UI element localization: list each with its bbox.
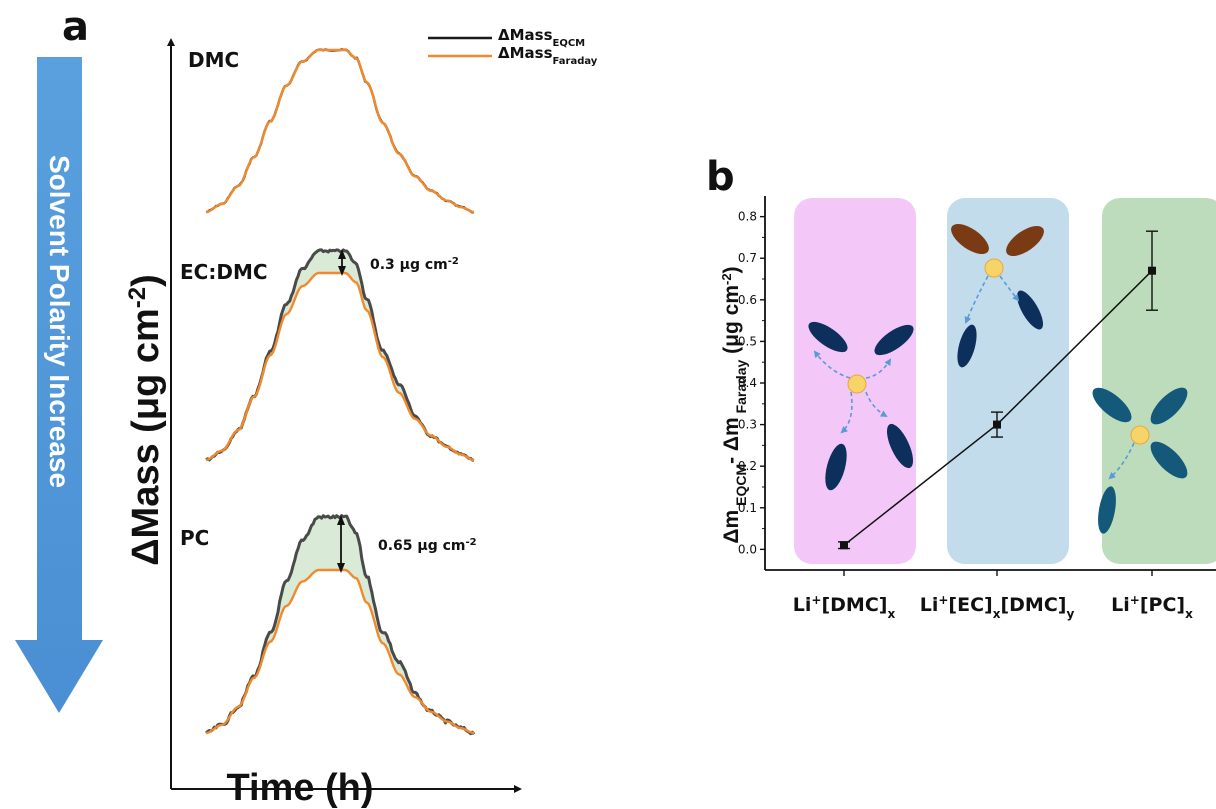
- subplot-pc: PC 0.65 μg cm-2: [180, 514, 477, 736]
- panel-a-plots: DMC EC:DMC 0.3 μg cm-2 PC 0.65 μg cm-2: [180, 48, 477, 736]
- data-point: [1148, 266, 1156, 275]
- data-point: [840, 541, 848, 550]
- panel-label-a: a: [62, 4, 89, 50]
- panel-b-data: [838, 230, 1158, 550]
- solvent-molecule: [874, 324, 914, 356]
- li-ion: [984, 258, 1004, 278]
- panel-a-legend: ΔMassEQCM ΔMassFaraday: [428, 26, 598, 67]
- dissociation-arrow: [813, 350, 851, 379]
- faraday-curve: [205, 568, 475, 735]
- panel-b-axes: 0.0 0.1 0.2 0.3 0.4 0.5 0.6 0.7 0.8: [738, 196, 1216, 576]
- solvent-molecule: [825, 443, 847, 491]
- category-label: Li+[EC]x[DMC]y: [920, 593, 1075, 621]
- category-label: Li+[DMC]x: [793, 593, 896, 621]
- solvent-polarity-arrow: Solvent Polarity Increase: [15, 57, 103, 713]
- faraday-curve: [205, 271, 475, 462]
- solvent-molecule: [1092, 387, 1132, 423]
- legend-entry-eqcm: ΔMassEQCM: [498, 26, 585, 49]
- li-ion: [1130, 425, 1150, 445]
- y-tick-label: 0.3: [738, 418, 757, 432]
- subplot-label: DMC: [188, 48, 239, 72]
- subplot-label: EC:DMC: [180, 260, 268, 284]
- panel-b-cartoons: [808, 223, 1188, 534]
- data-point: [993, 420, 1001, 429]
- solvent-molecule: [808, 321, 848, 353]
- difference-annotation: 0.3 μg cm-2: [370, 256, 459, 274]
- solvent-polarity-arrow-label: Solvent Polarity Increase: [44, 155, 75, 488]
- solvent-molecule: [957, 324, 977, 368]
- y-tick-label: 0.6: [738, 293, 757, 307]
- legend-entry-faraday: ΔMassFaraday: [498, 44, 598, 67]
- subplot-dmc: DMC: [188, 48, 475, 214]
- category-label: Li+[PC]x: [1111, 593, 1193, 621]
- subplot-label: PC: [180, 526, 209, 550]
- y-tick-label: 0.7: [738, 251, 757, 265]
- solvent-molecule: [1006, 225, 1044, 257]
- y-tick-label: 0.8: [738, 210, 757, 224]
- panel-a-y-axis-label: ΔMass (μg cm-2): [124, 274, 168, 566]
- solvent-molecule: [951, 223, 989, 255]
- panel-b-y-axis-label: Δm EQCM- Δm Faraday (μg cm-2): [719, 266, 750, 543]
- dissociation-arrow: [840, 391, 853, 434]
- solvent-molecule: [1150, 387, 1188, 425]
- category-background: [1102, 198, 1216, 564]
- subplot-ec-dmc: EC:DMC 0.3 μg cm-2: [180, 248, 475, 462]
- y-tick-label: 0.5: [738, 334, 757, 348]
- li-ion: [847, 374, 867, 394]
- solvent-molecule: [886, 423, 914, 469]
- y-tick-label: 0.2: [738, 459, 757, 473]
- solvent-molecule: [1150, 441, 1188, 479]
- solvent-molecule: [1017, 290, 1043, 330]
- panel-b: 0.0 0.1 0.2 0.3 0.4 0.5 0.6 0.7 0.8 Δm EQCM- Δm …: [719, 196, 1216, 621]
- panel-label-b: b: [706, 154, 735, 200]
- solvent-molecule: [1098, 486, 1116, 534]
- y-tick-label: 0.0: [738, 542, 757, 556]
- dissociation-arrow: [865, 391, 888, 417]
- y-tick-label: 0.4: [738, 376, 757, 390]
- faraday-curve: [205, 48, 475, 214]
- dissociation-arrow: [1108, 442, 1135, 480]
- eqcm-curve: [205, 48, 475, 214]
- dissociation-arrow: [865, 358, 892, 379]
- y-tick-label: 0.1: [738, 501, 757, 515]
- dissociation-arrow: [999, 275, 1020, 302]
- panel-b-x-tick-labels: Li+[DMC]x Li+[EC]x[DMC]y Li+[PC]x: [793, 593, 1193, 621]
- panel-a-x-axis-label: Time (h): [226, 767, 373, 809]
- category-background: [947, 198, 1069, 564]
- panel-a-axes: [167, 38, 522, 793]
- difference-annotation: 0.65 μg cm-2: [378, 537, 477, 555]
